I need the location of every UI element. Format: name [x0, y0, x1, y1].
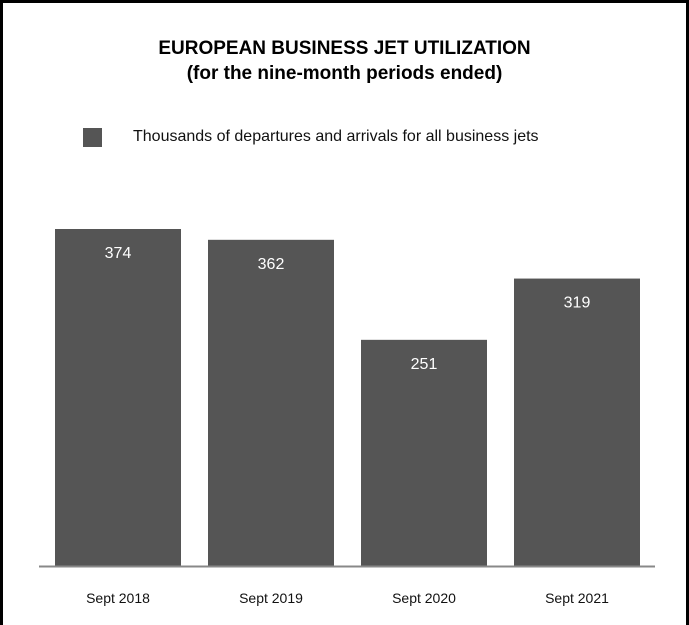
- chart-subtitle: (for the nine-month periods ended): [186, 63, 503, 84]
- x-tick-label-2: Sept 2020: [392, 590, 456, 606]
- bar-3: [514, 278, 640, 566]
- bar-value-label-2: 251: [411, 356, 438, 373]
- legend-swatch: [83, 127, 102, 147]
- bar-value-label-3: 319: [564, 295, 591, 312]
- bar-0: [55, 229, 181, 566]
- legend-label: Thousands of departures and arrivals for…: [133, 128, 539, 145]
- chart-title-block: EUROPEAN BUSINESS JET UTILIZATION (for t…: [0, 36, 689, 86]
- x-tick-label-1: Sept 2019: [239, 590, 303, 606]
- bar-value-label-0: 374: [105, 245, 132, 262]
- bar-1: [208, 239, 334, 566]
- legend: Thousands of departures and arrivals for…: [83, 127, 539, 147]
- x-tick-label-0: Sept 2018: [86, 590, 150, 606]
- x-tick-label-3: Sept 2021: [545, 590, 609, 606]
- chart-title: EUROPEAN BUSINESS JET UTILIZATION: [158, 38, 531, 59]
- bar-value-label-1: 362: [258, 256, 285, 273]
- bar-2: [361, 339, 487, 566]
